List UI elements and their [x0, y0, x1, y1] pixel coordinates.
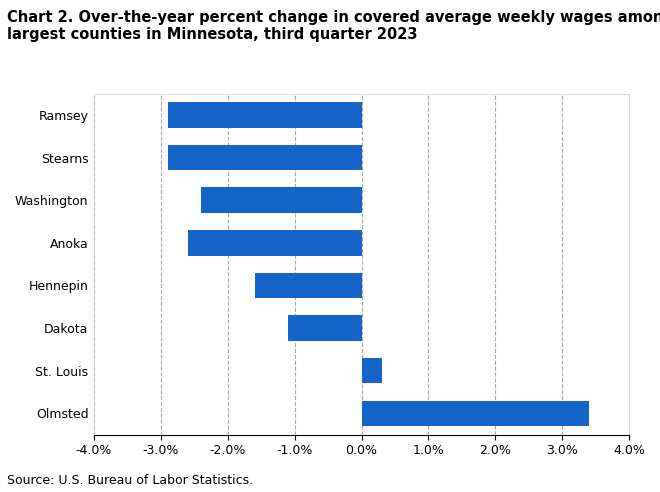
Bar [168, 145, 362, 170]
Bar [187, 230, 362, 256]
Bar [168, 102, 362, 128]
Text: Source: U.S. Bureau of Labor Statistics.: Source: U.S. Bureau of Labor Statistics. [7, 474, 253, 487]
Bar [362, 358, 381, 383]
Text: Chart 2. Over-the-year percent change in covered average weekly wages among the
: Chart 2. Over-the-year percent change in… [7, 10, 660, 42]
Bar [362, 400, 589, 426]
Bar [288, 315, 362, 341]
Bar [201, 187, 362, 213]
Bar [255, 273, 362, 298]
